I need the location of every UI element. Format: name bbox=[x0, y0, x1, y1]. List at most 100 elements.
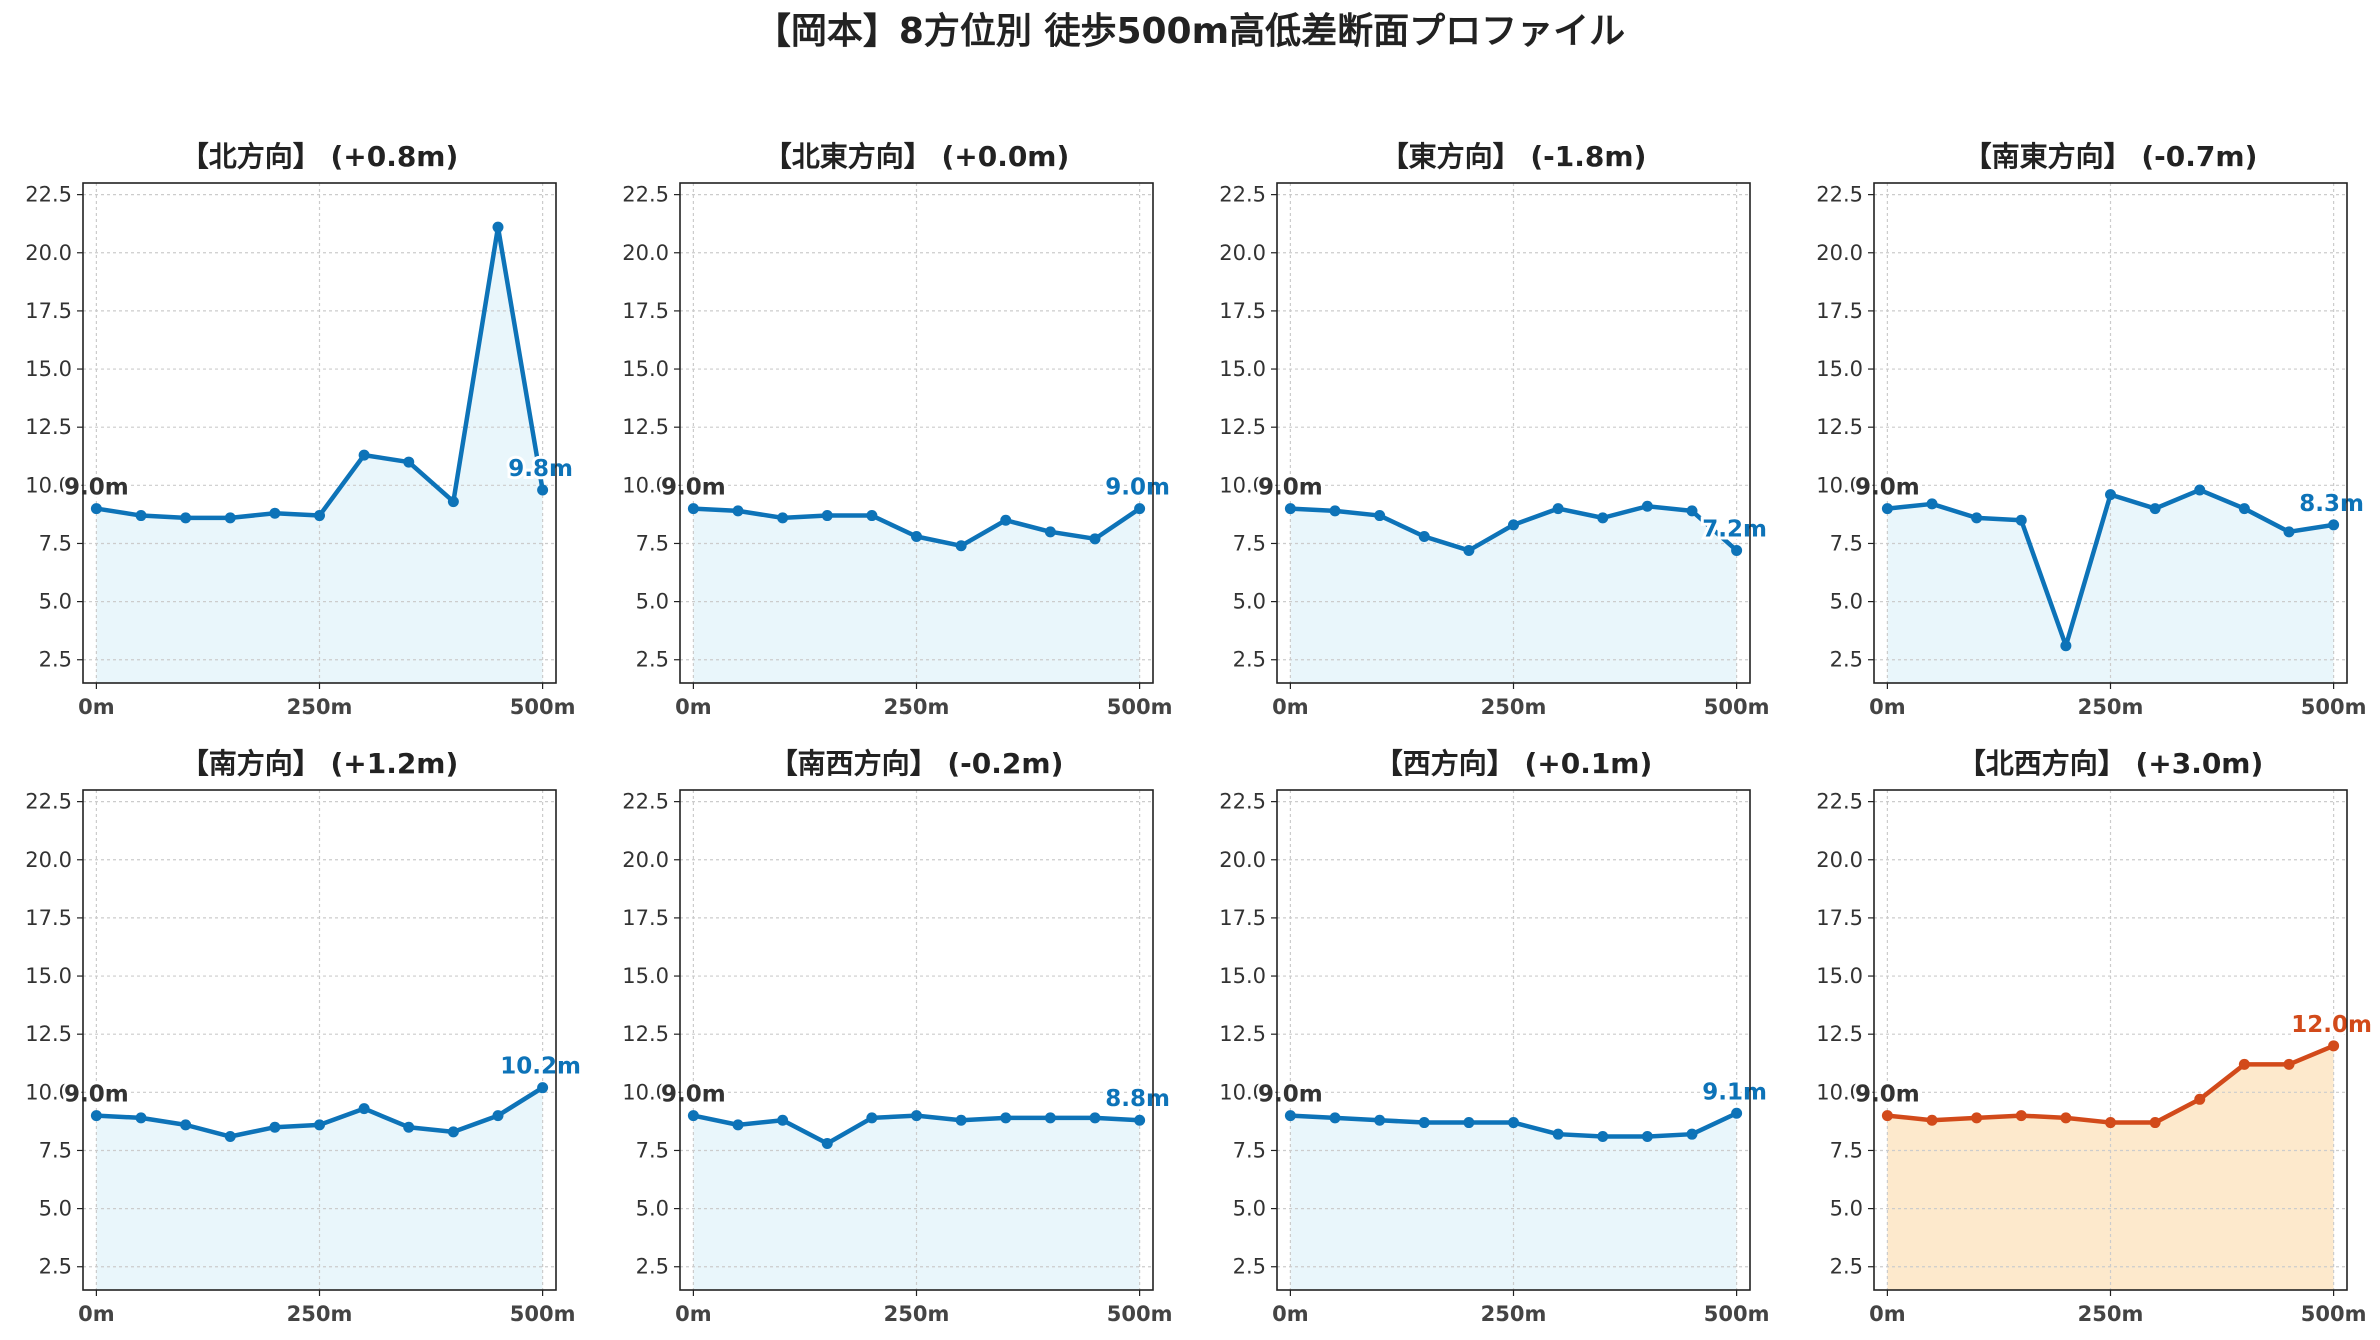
axes-frame bbox=[1276, 182, 1751, 684]
x-tick-label: 500m bbox=[1704, 695, 1770, 719]
data-point bbox=[1418, 1117, 1430, 1129]
x-tick-label: 250m bbox=[2078, 1302, 2144, 1326]
x-tick-label: 0m bbox=[78, 695, 115, 719]
data-point bbox=[1463, 1117, 1475, 1129]
y-tick-label: 10.0 bbox=[1219, 473, 1266, 497]
panel-title: 【南方向】 (+1.2m) bbox=[181, 747, 459, 780]
start-elevation-label: 9.0m bbox=[1258, 1082, 1323, 1108]
data-point bbox=[1686, 1128, 1698, 1140]
data-point bbox=[403, 1121, 415, 1133]
data-point bbox=[1597, 512, 1609, 524]
data-point bbox=[269, 507, 281, 519]
panel-8: 【北西方向】 (+3.0m) 2.5 5.0 7.5 10.0 12.5 15.0 17.5 2… bbox=[1816, 747, 2375, 1326]
data-point bbox=[1418, 530, 1430, 542]
y-tick-label: 10.0 bbox=[25, 1080, 72, 1104]
area-fill bbox=[1290, 506, 1737, 683]
data-point bbox=[1597, 1131, 1609, 1143]
data-point bbox=[180, 512, 192, 524]
data-point bbox=[2015, 514, 2027, 526]
start-elevation-label: 9.0m bbox=[64, 475, 129, 501]
data-point bbox=[866, 510, 878, 522]
panel-2: 【北東方向】 (+0.0m) 2.5 5.0 7.5 10.0 12.5 15.0 17.5 2… bbox=[622, 140, 1173, 719]
data-point bbox=[1000, 1112, 1012, 1124]
y-tick-label: 12.5 bbox=[1816, 415, 1863, 439]
y-tick-label: 17.5 bbox=[25, 299, 72, 323]
data-point bbox=[732, 505, 744, 517]
data-point bbox=[821, 510, 833, 522]
y-tick-label: 2.5 bbox=[1830, 1255, 1863, 1279]
data-point bbox=[447, 1126, 459, 1138]
y-tick-label: 12.5 bbox=[622, 1022, 669, 1046]
axes-frame bbox=[1873, 182, 2348, 684]
data-point bbox=[314, 1119, 325, 1131]
data-point bbox=[224, 512, 236, 524]
x-tick-label: 0m bbox=[1272, 695, 1309, 719]
data-point bbox=[2060, 640, 2072, 652]
panel-6: 【南西方向】 (-0.2m) 2.5 5.0 7.5 10.0 12.5 15.0 17.5 2… bbox=[622, 747, 1173, 1326]
y-tick-label: 7.5 bbox=[636, 531, 669, 555]
y-tick-label: 20.0 bbox=[25, 848, 72, 872]
y-tick-label: 7.5 bbox=[1830, 531, 1863, 555]
y-tick-label: 17.5 bbox=[1219, 299, 1266, 323]
y-tick-label: 12.5 bbox=[25, 415, 72, 439]
axes-frame bbox=[82, 182, 557, 684]
data-point bbox=[90, 1110, 102, 1122]
y-tick-label: 5.0 bbox=[39, 1197, 72, 1221]
data-point bbox=[1641, 1131, 1653, 1143]
data-point bbox=[1971, 1112, 1983, 1124]
x-tick-label: 0m bbox=[1869, 1302, 1906, 1326]
panel-title: 【西方向】 (+0.1m) bbox=[1375, 747, 1653, 780]
y-tick-label: 2.5 bbox=[636, 1255, 669, 1279]
data-point bbox=[1971, 512, 1983, 524]
data-point bbox=[732, 1119, 744, 1131]
data-point bbox=[2283, 1058, 2295, 1070]
y-tick-label: 10.0 bbox=[25, 473, 72, 497]
y-tick-label: 2.5 bbox=[636, 648, 669, 672]
data-point bbox=[1089, 1112, 1101, 1124]
y-tick-label: 10.0 bbox=[622, 1080, 669, 1104]
data-point bbox=[492, 221, 504, 233]
area-fill bbox=[693, 1115, 1140, 1290]
data-point bbox=[224, 1131, 236, 1143]
y-tick-label: 22.5 bbox=[1219, 790, 1266, 814]
panels-grid: 【北方向】 (+0.8m) 2.5 5.0 7.5 10.0 12.5 15.0 17.5 20… bbox=[25, 140, 2375, 1326]
data-point bbox=[911, 530, 922, 542]
end-elevation-label: 9.8m bbox=[508, 456, 573, 482]
y-tick-label: 5.0 bbox=[39, 590, 72, 614]
x-tick-label: 0m bbox=[78, 1302, 115, 1326]
y-tick-label: 17.5 bbox=[622, 906, 669, 930]
data-point bbox=[1329, 505, 1341, 517]
data-point bbox=[1329, 1112, 1341, 1124]
y-tick-label: 20.0 bbox=[1219, 241, 1266, 265]
data-point bbox=[2194, 1093, 2206, 1105]
y-tick-label: 15.0 bbox=[1219, 964, 1266, 988]
data-point bbox=[2149, 1117, 2161, 1129]
y-tick-label: 15.0 bbox=[25, 357, 72, 381]
start-elevation-label: 9.0m bbox=[661, 475, 726, 501]
end-elevation-label: 10.2m bbox=[500, 1054, 581, 1080]
y-tick-label: 12.5 bbox=[1816, 1022, 1863, 1046]
data-point bbox=[1508, 1117, 1519, 1129]
x-tick-label: 250m bbox=[1481, 695, 1547, 719]
y-tick-label: 10.0 bbox=[1219, 1080, 1266, 1104]
y-tick-label: 20.0 bbox=[622, 848, 669, 872]
y-tick-label: 22.5 bbox=[1816, 183, 1863, 207]
start-elevation-label: 9.0m bbox=[64, 1082, 129, 1108]
area-fill bbox=[1887, 1045, 2334, 1290]
x-tick-label: 500m bbox=[1107, 695, 1173, 719]
panel-title: 【北方向】 (+0.8m) bbox=[181, 140, 459, 173]
data-point bbox=[2105, 489, 2116, 501]
y-tick-label: 17.5 bbox=[1219, 906, 1266, 930]
y-tick-label: 10.0 bbox=[622, 473, 669, 497]
y-tick-label: 7.5 bbox=[1233, 531, 1266, 555]
data-point bbox=[1284, 503, 1296, 515]
data-point bbox=[180, 1119, 192, 1131]
data-point bbox=[1508, 519, 1519, 531]
data-point bbox=[1552, 503, 1564, 515]
data-point bbox=[358, 449, 370, 461]
data-point bbox=[1463, 544, 1475, 556]
x-tick-label: 250m bbox=[287, 1302, 353, 1326]
y-tick-label: 17.5 bbox=[25, 906, 72, 930]
y-tick-label: 2.5 bbox=[1233, 1255, 1266, 1279]
